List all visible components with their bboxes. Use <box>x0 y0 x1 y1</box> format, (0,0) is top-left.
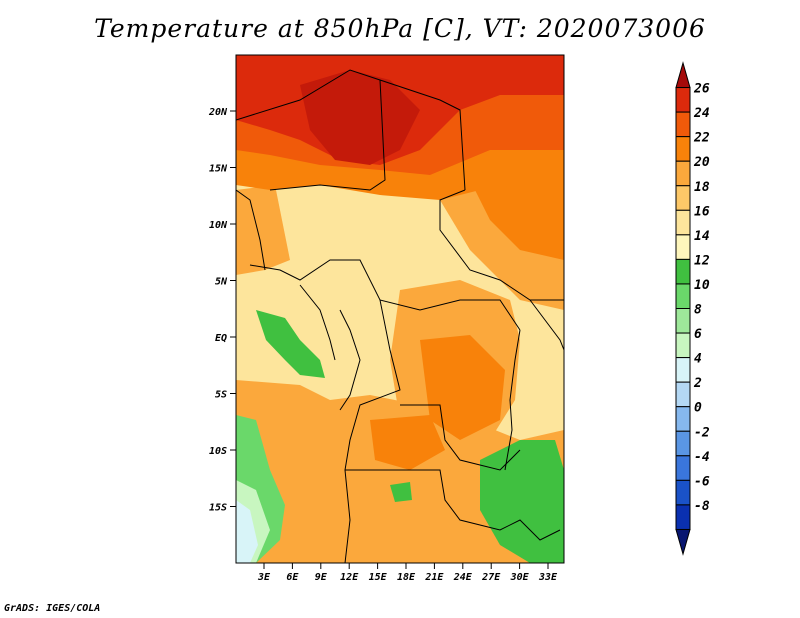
border-line <box>299 284 336 361</box>
map-frame <box>235 54 565 564</box>
lat-tick-label: 5S <box>215 390 227 401</box>
longitude-axis: 3E 6E 9E 12E 15E 18E 21E 24E 27E 30E 33E <box>257 563 558 583</box>
colorbar-swatch <box>675 61 691 89</box>
border-line <box>249 259 521 331</box>
border-line <box>504 329 521 471</box>
colorbar-swatch <box>675 504 691 530</box>
lat-tick-label: 5N <box>215 277 228 288</box>
colorbar-label: 0 <box>694 401 702 416</box>
colorbar-swatch <box>675 357 691 383</box>
field-zambia-12-14 <box>480 440 564 563</box>
lon-tick-label: 3E <box>257 572 271 583</box>
colorbar-swatch <box>675 160 691 187</box>
colorbar-swatch <box>675 136 691 162</box>
colorbar-label: -2 <box>694 425 710 440</box>
lat-tick-label: 15S <box>209 503 227 514</box>
colorbar-swatch <box>675 185 691 211</box>
border-line <box>339 309 361 411</box>
colorbar-label: 8 <box>694 303 702 318</box>
field-namibia-6-8 <box>236 500 258 563</box>
map-title: Temperature at 850hPa [C], VT: 202007300… <box>94 14 706 43</box>
colorbar-swatch <box>675 332 691 359</box>
lon-tick-label: 6E <box>286 572 299 583</box>
lat-tick-label: EQ <box>215 333 227 344</box>
lon-tick-label: 30E <box>510 572 530 583</box>
colorbar-swatch <box>675 528 691 556</box>
colorbar-swatch <box>675 234 691 260</box>
colorbar-swatch <box>675 308 691 334</box>
border-line <box>236 189 266 271</box>
colorbar-label: 4 <box>694 352 702 367</box>
colorbar-swatch <box>675 111 691 138</box>
lat-tick-label: 15N <box>209 164 228 175</box>
lon-tick-label: 12E <box>340 572 359 583</box>
border-line <box>400 404 521 471</box>
colorbar-label: -4 <box>694 450 710 465</box>
lon-tick-label: 33E <box>538 572 558 583</box>
grads-credit: GrADS: IGES/COLA <box>4 603 101 614</box>
lon-tick-label: 9E <box>315 572 328 583</box>
field-angola-20-22 <box>370 415 445 470</box>
lon-tick-label: 18E <box>397 572 416 583</box>
lon-tick-label: 27E <box>481 572 501 583</box>
country-borders <box>236 69 564 563</box>
temperature-field <box>236 55 564 563</box>
lon-tick-label: 15E <box>369 572 388 583</box>
lat-tick-label: 10N <box>209 220 228 231</box>
colorbar-swatch <box>675 87 691 113</box>
lat-tick-label: 20N <box>208 107 228 118</box>
colorbar-swatch <box>675 209 691 236</box>
colorbar-label: 6 <box>694 327 702 342</box>
colorbar-label: 20 <box>693 155 710 170</box>
colorbar-label: 22 <box>693 131 710 146</box>
colorbar-swatch <box>675 258 691 285</box>
colorbar-label: 10 <box>694 278 710 293</box>
colorbar-label: 24 <box>693 106 710 121</box>
lon-tick-label: 21E <box>424 572 444 583</box>
border-line <box>345 469 481 526</box>
colorbar-label: 26 <box>693 82 710 97</box>
colorbar-label: -6 <box>694 474 710 489</box>
border-line <box>479 519 561 541</box>
border-line <box>529 299 564 351</box>
border-line <box>344 299 401 563</box>
colorbar-label: 2 <box>693 376 702 391</box>
colorbar-label: 18 <box>694 180 710 195</box>
colorbar-label: 14 <box>694 229 710 244</box>
colorbar-label: -8 <box>694 499 710 514</box>
field-core-hot <box>300 70 420 165</box>
colorbar-swatch <box>675 455 691 481</box>
colorbar-swatch <box>675 406 691 432</box>
field-westafrica-18-20 <box>236 185 290 275</box>
latitude-axis: 20N 15N 10N 5N EQ 5S 10S 15S <box>208 107 236 514</box>
lat-tick-label: 10S <box>209 446 227 457</box>
lon-tick-label: 24E <box>453 572 473 583</box>
colorbar-swatch <box>675 283 691 310</box>
field-gabon-12-14 <box>256 310 325 378</box>
colorbar-swatch <box>675 430 691 457</box>
colorbar-label: 16 <box>694 204 710 219</box>
border-line <box>269 79 386 191</box>
colorbar-swatch <box>675 479 691 506</box>
field-patch-12-14 <box>390 482 412 502</box>
colorbar-swatch <box>675 381 691 408</box>
colorbar-label: 12 <box>694 253 710 268</box>
